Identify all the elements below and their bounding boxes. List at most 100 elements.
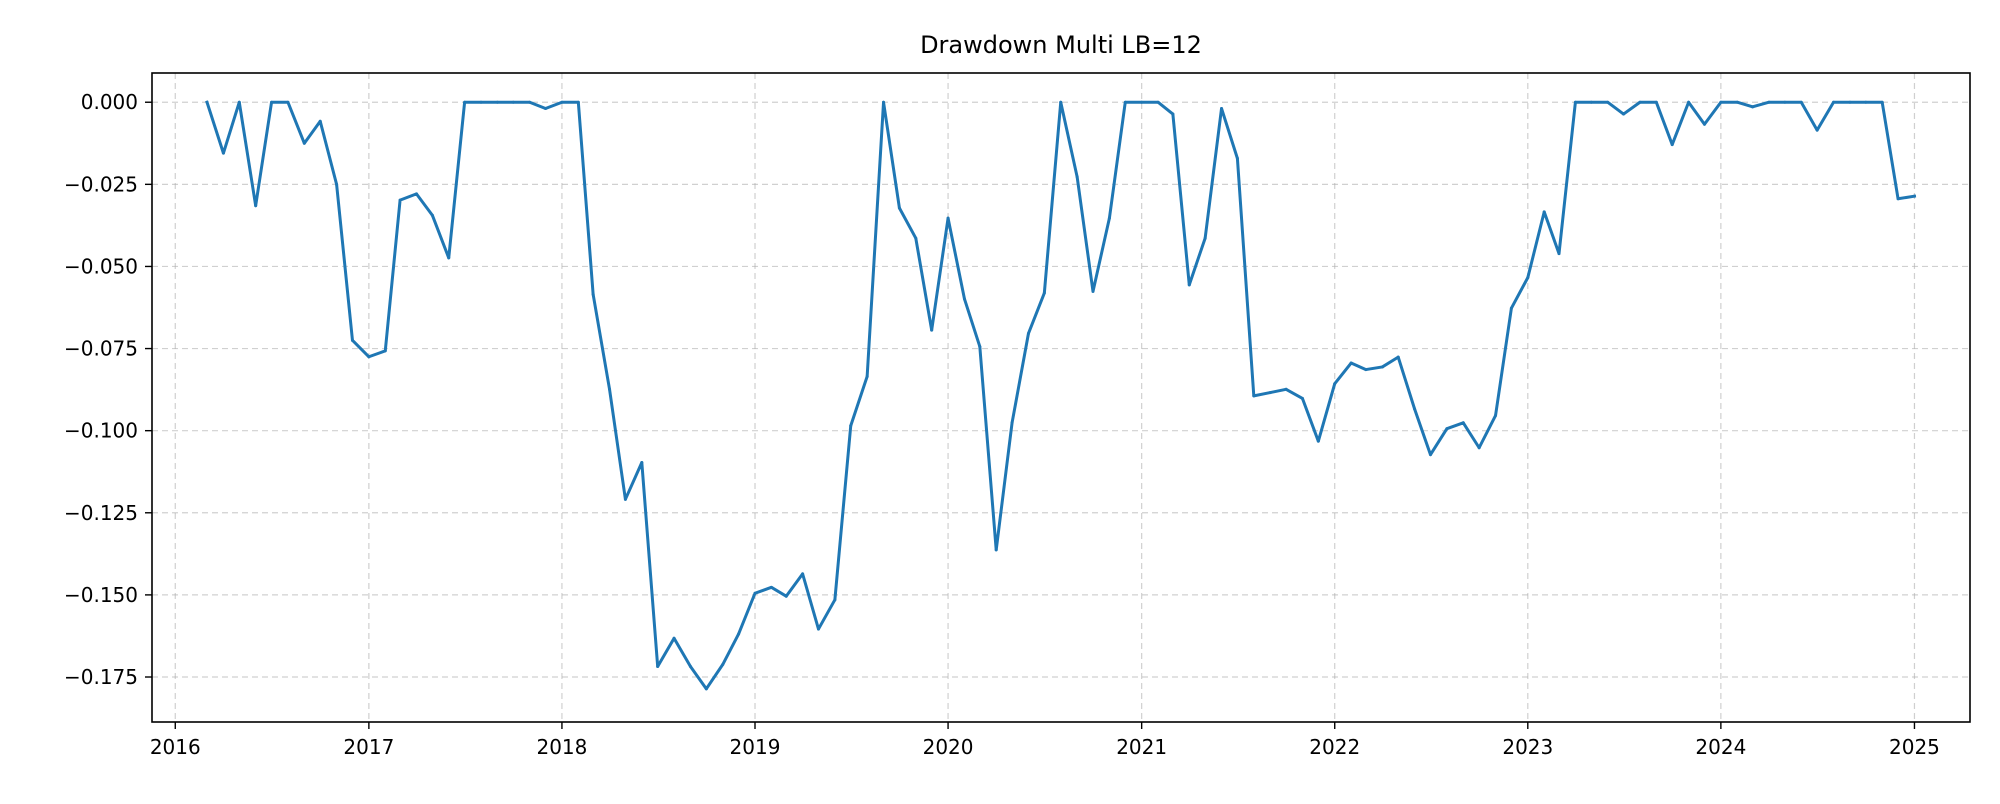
x-tick-label: 2025 xyxy=(1889,735,1940,759)
data-point xyxy=(367,355,371,359)
data-point xyxy=(1783,100,1787,104)
data-point xyxy=(623,497,627,501)
data-point xyxy=(849,424,853,428)
data-point xyxy=(479,100,483,104)
data-point xyxy=(816,627,820,631)
data-point xyxy=(1461,421,1465,425)
data-point xyxy=(753,591,757,595)
data-point xyxy=(1380,365,1384,369)
data-point xyxy=(608,387,612,391)
data-point xyxy=(721,663,725,667)
data-point xyxy=(286,100,290,104)
data-point xyxy=(1638,100,1642,104)
y-tick-label: −0.050 xyxy=(64,254,138,278)
y-tick-label: −0.150 xyxy=(64,583,138,607)
data-point xyxy=(447,256,451,260)
y-tick-label: −0.125 xyxy=(64,501,138,525)
data-point xyxy=(1815,128,1819,132)
x-tick-label: 2021 xyxy=(1116,735,1167,759)
data-point xyxy=(1573,100,1577,104)
data-point xyxy=(1428,453,1432,457)
x-tick-label: 2018 xyxy=(536,735,587,759)
data-point xyxy=(1912,194,1916,198)
data-point xyxy=(1767,100,1771,104)
data-point xyxy=(1235,156,1239,160)
data-point xyxy=(350,338,354,342)
data-point xyxy=(1702,122,1706,126)
data-point xyxy=(1494,414,1498,418)
data-point xyxy=(1316,439,1320,443)
data-point xyxy=(1622,112,1626,116)
data-point xyxy=(1252,394,1256,398)
data-point xyxy=(1670,143,1674,147)
data-point xyxy=(1026,331,1030,335)
data-point xyxy=(1896,197,1900,201)
data-point xyxy=(1284,387,1288,391)
data-point xyxy=(962,297,966,301)
data-point xyxy=(930,328,934,332)
data-point xyxy=(833,598,837,602)
data-point xyxy=(1832,100,1836,104)
plot-frame xyxy=(151,72,1971,723)
data-point xyxy=(1477,446,1481,450)
data-point xyxy=(1203,236,1207,240)
y-tick-label: −0.100 xyxy=(64,419,138,443)
x-tick-label: 2023 xyxy=(1502,735,1553,759)
data-point xyxy=(254,204,258,208)
data-point xyxy=(302,141,306,145)
series-layer xyxy=(205,100,1917,691)
data-point xyxy=(737,632,741,636)
data-point xyxy=(205,100,209,104)
data-point xyxy=(994,548,998,552)
data-point xyxy=(672,636,676,640)
data-point xyxy=(430,213,434,217)
data-point xyxy=(1509,306,1513,310)
y-tick-label: −0.075 xyxy=(64,337,138,361)
data-point xyxy=(1349,361,1353,365)
data-point xyxy=(398,198,402,202)
data-point xyxy=(784,594,788,598)
data-point xyxy=(576,100,580,104)
data-point xyxy=(1268,391,1272,395)
data-point xyxy=(511,100,515,104)
data-point xyxy=(865,374,869,378)
data-point xyxy=(544,106,548,110)
data-point xyxy=(270,100,274,104)
data-point xyxy=(495,100,499,104)
data-point xyxy=(1880,100,1884,104)
data-point xyxy=(1123,100,1127,104)
data-point xyxy=(335,182,339,186)
data-point xyxy=(1059,100,1063,104)
data-point xyxy=(560,100,564,104)
data-point xyxy=(914,236,918,240)
data-point xyxy=(1187,283,1191,287)
x-tick-label: 2016 xyxy=(150,735,201,759)
data-point xyxy=(318,119,322,123)
x-tick-label: 2022 xyxy=(1309,735,1360,759)
data-point xyxy=(1735,100,1739,104)
data-point xyxy=(383,349,387,353)
data-point xyxy=(237,100,241,104)
data-point xyxy=(801,572,805,576)
data-point xyxy=(1091,289,1095,293)
data-point xyxy=(1799,100,1803,104)
data-point xyxy=(1220,106,1224,110)
data-point xyxy=(1719,100,1723,104)
data-point xyxy=(688,664,692,668)
data-point xyxy=(1413,407,1417,411)
data-point xyxy=(704,687,708,691)
data-point xyxy=(978,345,982,349)
data-point xyxy=(1751,105,1755,109)
data-point xyxy=(414,192,418,196)
grid xyxy=(152,73,1970,722)
y-tick-label: 0.000 xyxy=(81,90,138,114)
x-tick-label: 2019 xyxy=(730,735,781,759)
x-axis: 2016 2017 2018 2019 2020 2021 2022 2023 2024 2025 xyxy=(150,722,1940,759)
data-point xyxy=(640,461,644,465)
y-tick-label: −0.025 xyxy=(64,172,138,196)
data-point xyxy=(1364,368,1368,372)
y-tick-label: −0.175 xyxy=(64,665,138,689)
data-point xyxy=(1171,112,1175,116)
